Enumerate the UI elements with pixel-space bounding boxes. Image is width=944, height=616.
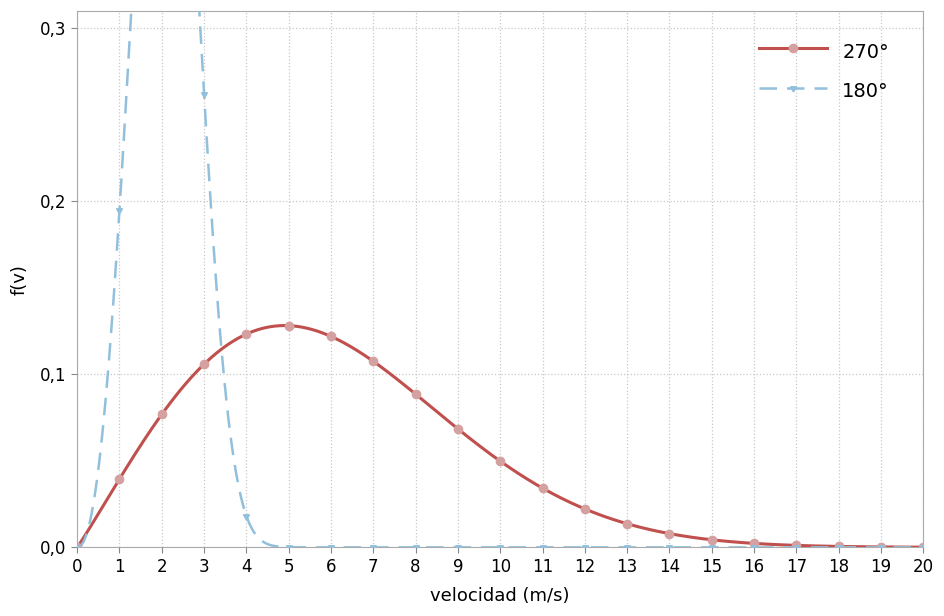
Legend: 270°, 180°: 270°, 180° [750,31,896,110]
X-axis label: velocidad (m/s): velocidad (m/s) [430,587,569,605]
Y-axis label: f(v): f(v) [11,264,29,294]
